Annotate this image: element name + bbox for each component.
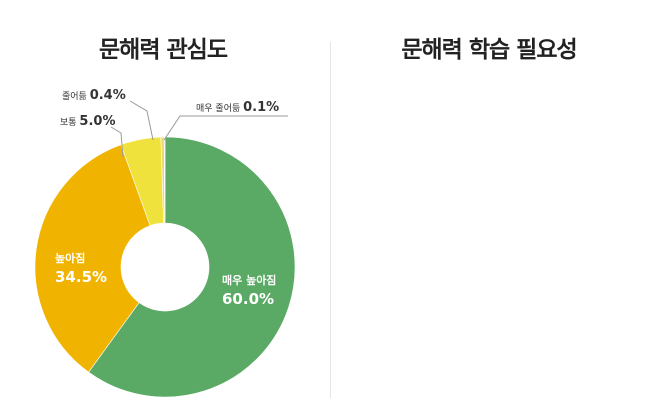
leader-line <box>110 126 124 158</box>
chart-title-interest: 문해력 관심도 <box>99 37 228 63</box>
panel-divider <box>330 42 331 398</box>
donut-slice <box>163 136 166 224</box>
leader-line <box>129 100 154 141</box>
leader-line <box>163 115 288 141</box>
donut-chart-need: 매우 필요함65.9%필요함31.0%보통 3.0%전혀 필요하지 않음 0.1… <box>326 0 652 414</box>
donut-chart-interest: 매우 높아짐 60.0% 높아짐 34.5% 보통 5.0% 줄어듦 0.4% 매우 줄어듦… <box>34 88 296 398</box>
donut-slice <box>34 144 151 373</box>
slice-value-label: 34.5% <box>55 268 107 286</box>
slice-callout-label: 매우 줄어듦 0.1% <box>196 100 279 115</box>
chart-panel-need: 문해력 학습 필요성 매우 필요함65.9%필요함31.0%보통 3.0%전혀 … <box>326 0 652 414</box>
donut-slice <box>88 136 296 398</box>
slice-callout-label: 줄어듦 0.4% <box>62 88 126 103</box>
slice-callout-label: 보통 5.0% <box>60 114 115 129</box>
slice-name-label: 높아짐 <box>55 251 85 265</box>
slice-name-label: 매우 높아짐 <box>222 273 276 287</box>
chart-title-need: 문해력 학습 필요성 <box>401 37 577 63</box>
slice-value-label: 60.0% <box>222 290 274 308</box>
chart-panel-interest: 문해력 관심도 매우 높아짐 60.0% 높아짐 34.5% 보통 5.0% 줄어듦 0.… <box>34 37 296 398</box>
